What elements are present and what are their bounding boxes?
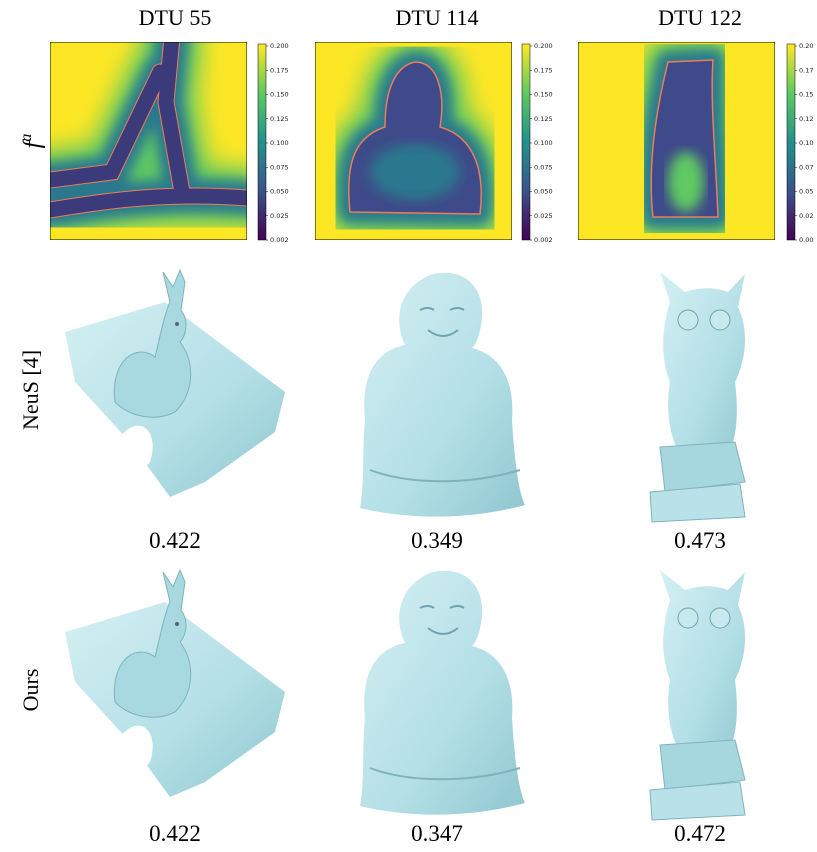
row-label-sup: a	[18, 134, 35, 142]
colorbar-tick-label: 0.050	[270, 188, 289, 196]
colorbar-tick-label: 0.07	[799, 163, 813, 171]
colorbar-tick-label: 0.15	[799, 91, 813, 99]
colorbar-tick-label: 0.002	[270, 236, 289, 244]
render-neus	[359, 271, 526, 518]
render-ours	[64, 569, 286, 798]
colorbar-tick-label: 0.20	[799, 42, 813, 50]
score: 0.473	[674, 528, 726, 553]
colorbars	[257, 43, 796, 241]
column-title: DTU 114	[396, 5, 479, 30]
colorbar-tick-label: 0.175	[534, 66, 553, 74]
colorbar-tick-label: 0.075	[270, 163, 289, 171]
colorbar-tick-label: 0.00	[799, 236, 813, 244]
score: 0.472	[674, 821, 726, 846]
score: 0.422	[149, 821, 201, 846]
score: 0.347	[411, 821, 463, 846]
colorbar-tick-label: 0.050	[534, 188, 553, 196]
colorbar-tick-label: 0.100	[534, 139, 553, 147]
colorbar-tick-label: 0.175	[270, 66, 289, 74]
colorbar-tick-label: 0.200	[534, 42, 553, 50]
column-title: DTU 55	[139, 5, 212, 30]
colorbar-tick-label: 0.125	[534, 115, 553, 123]
colorbar-tick-label: 0.12	[799, 115, 813, 123]
colorbar-tick-label: 0.10	[799, 139, 813, 147]
score: 0.349	[411, 528, 463, 553]
colorbar-tick-label: 0.200	[270, 42, 289, 50]
render-neus	[649, 271, 746, 523]
colorbar-tick-label: 0.025	[270, 212, 289, 220]
scores: 0.422 0.349 0.473 0.422 0.347 0.472	[149, 528, 726, 846]
render-neus	[64, 269, 286, 498]
column-headers: DTU 55 DTU 114 DTU 122	[139, 5, 742, 30]
colorbar-tick-label: 0.17	[799, 66, 813, 74]
colorbar-tick-label: 0.125	[270, 115, 289, 123]
row-label-base: f	[20, 138, 46, 148]
score: 0.422	[149, 528, 201, 553]
colorbar-tick-label: 0.075	[534, 163, 553, 171]
render-ours	[649, 569, 746, 821]
colorbar-tick-label: 0.025	[534, 212, 553, 220]
colorbar-tick-label: 0.150	[534, 91, 553, 99]
row-label: fa	[18, 134, 46, 149]
row-label: Ours	[18, 669, 43, 712]
colorbar	[521, 43, 531, 241]
colorbar-tick-label: 0.150	[270, 91, 289, 99]
heatmap	[50, 42, 247, 240]
heatmap	[578, 42, 775, 240]
colorbar	[786, 43, 796, 241]
colorbar-tick-label: 0.02	[799, 212, 813, 220]
row-label: NeuS [4]	[18, 350, 43, 430]
colorbar-tick-label: 0.002	[534, 236, 553, 244]
heatmap	[315, 42, 512, 240]
colorbar-tick-label: 0.05	[799, 188, 813, 196]
render-ours	[359, 569, 526, 816]
column-title: DTU 122	[658, 5, 742, 30]
colorbar-tick-label: 0.100	[270, 139, 289, 147]
colorbar	[257, 43, 267, 241]
